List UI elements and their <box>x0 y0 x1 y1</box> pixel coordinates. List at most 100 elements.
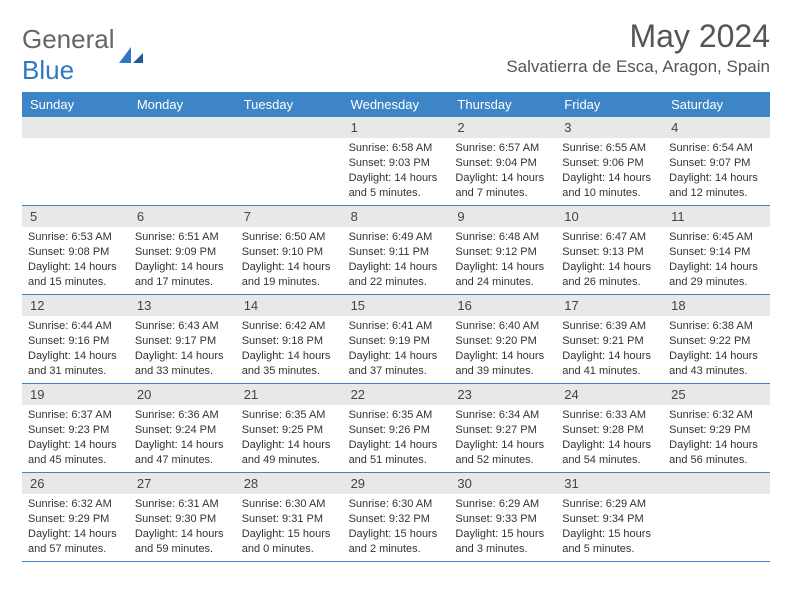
day-details: Sunrise: 6:57 AMSunset: 9:04 PMDaylight:… <box>449 138 556 204</box>
day-details: Sunrise: 6:37 AMSunset: 9:23 PMDaylight:… <box>22 405 129 471</box>
day-number: 31 <box>556 473 663 494</box>
day-cell: 5Sunrise: 6:53 AMSunset: 9:08 PMDaylight… <box>22 206 129 294</box>
day-cell-empty <box>129 117 236 205</box>
day-cell: 2Sunrise: 6:57 AMSunset: 9:04 PMDaylight… <box>449 117 556 205</box>
sunset-text: Sunset: 9:34 PM <box>562 512 657 527</box>
day-details: Sunrise: 6:30 AMSunset: 9:32 PMDaylight:… <box>343 494 450 560</box>
sunset-text: Sunset: 9:22 PM <box>669 334 764 349</box>
sunset-text: Sunset: 9:09 PM <box>135 245 230 260</box>
sunset-text: Sunset: 9:23 PM <box>28 423 123 438</box>
day-details: Sunrise: 6:42 AMSunset: 9:18 PMDaylight:… <box>236 316 343 382</box>
header: General Blue May 2024 Salvatierra de Esc… <box>22 18 770 86</box>
sunset-text: Sunset: 9:25 PM <box>242 423 337 438</box>
sunset-text: Sunset: 9:30 PM <box>135 512 230 527</box>
sunset-text: Sunset: 9:29 PM <box>669 423 764 438</box>
sunset-text: Sunset: 9:26 PM <box>349 423 444 438</box>
day1-text: Daylight: 14 hours <box>135 438 230 453</box>
day-number: 2 <box>449 117 556 138</box>
day-number <box>129 117 236 138</box>
day2-text: and 31 minutes. <box>28 364 123 379</box>
day-details: Sunrise: 6:32 AMSunset: 9:29 PMDaylight:… <box>663 405 770 471</box>
sunrise-text: Sunrise: 6:45 AM <box>669 230 764 245</box>
brand-word2: Blue <box>22 55 74 85</box>
sunset-text: Sunset: 9:06 PM <box>562 156 657 171</box>
title-block: May 2024 Salvatierra de Esca, Aragon, Sp… <box>506 18 770 77</box>
weekday-sunday: Sunday <box>22 92 129 117</box>
day-number: 8 <box>343 206 450 227</box>
sunset-text: Sunset: 9:21 PM <box>562 334 657 349</box>
day2-text: and 56 minutes. <box>669 453 764 468</box>
weekday-saturday: Saturday <box>663 92 770 117</box>
sunset-text: Sunset: 9:04 PM <box>455 156 550 171</box>
day-details: Sunrise: 6:55 AMSunset: 9:06 PMDaylight:… <box>556 138 663 204</box>
sunrise-text: Sunrise: 6:53 AM <box>28 230 123 245</box>
day-number: 3 <box>556 117 663 138</box>
day2-text: and 57 minutes. <box>28 542 123 557</box>
day2-text: and 7 minutes. <box>455 186 550 201</box>
day-details: Sunrise: 6:32 AMSunset: 9:29 PMDaylight:… <box>22 494 129 560</box>
day1-text: Daylight: 14 hours <box>349 171 444 186</box>
day-details: Sunrise: 6:53 AMSunset: 9:08 PMDaylight:… <box>22 227 129 293</box>
sunset-text: Sunset: 9:11 PM <box>349 245 444 260</box>
day-number <box>236 117 343 138</box>
sunrise-text: Sunrise: 6:51 AM <box>135 230 230 245</box>
sunrise-text: Sunrise: 6:35 AM <box>242 408 337 423</box>
day-cell: 22 Sunrise: 6:35 AMSunset: 9:26 PMDayligh… <box>343 384 450 472</box>
sunset-text: Sunset: 9:08 PM <box>28 245 123 260</box>
day-details: Sunrise: 6:43 AMSunset: 9:17 PMDaylight:… <box>129 316 236 382</box>
weekday-thursday: Thursday <box>449 92 556 117</box>
day1-text: Daylight: 14 hours <box>242 260 337 275</box>
brand-logo: General Blue <box>22 18 145 86</box>
day-number: 22 <box>343 384 450 405</box>
sunrise-text: Sunrise: 6:44 AM <box>28 319 123 334</box>
day-details: Sunrise: 6:30 AMSunset: 9:31 PMDaylight:… <box>236 494 343 560</box>
sunset-text: Sunset: 9:18 PM <box>242 334 337 349</box>
day-number: 9 <box>449 206 556 227</box>
day-number: 18 <box>663 295 770 316</box>
day-number: 4 <box>663 117 770 138</box>
day2-text: and 3 minutes. <box>455 542 550 557</box>
day-number: 24 <box>556 384 663 405</box>
sunrise-text: Sunrise: 6:34 AM <box>455 408 550 423</box>
sunrise-text: Sunrise: 6:35 AM <box>349 408 444 423</box>
day1-text: Daylight: 14 hours <box>455 349 550 364</box>
day-details: Sunrise: 6:41 AMSunset: 9:19 PMDaylight:… <box>343 316 450 382</box>
day1-text: Daylight: 14 hours <box>135 527 230 542</box>
day2-text: and 45 minutes. <box>28 453 123 468</box>
day-number: 6 <box>129 206 236 227</box>
sunset-text: Sunset: 9:29 PM <box>28 512 123 527</box>
day-details: Sunrise: 6:45 AMSunset: 9:14 PMDaylight:… <box>663 227 770 293</box>
day1-text: Daylight: 15 hours <box>349 527 444 542</box>
sunrise-text: Sunrise: 6:32 AM <box>669 408 764 423</box>
day-cell-empty <box>663 473 770 561</box>
day-cell: 9Sunrise: 6:48 AMSunset: 9:12 PMDaylight… <box>449 206 556 294</box>
day-cell: 19Sunrise: 6:37 AMSunset: 9:23 PMDayligh… <box>22 384 129 472</box>
sunset-text: Sunset: 9:07 PM <box>669 156 764 171</box>
day-number: 11 <box>663 206 770 227</box>
day-number: 30 <box>449 473 556 494</box>
day-details: Sunrise: 6:31 AMSunset: 9:30 PMDaylight:… <box>129 494 236 560</box>
sunrise-text: Sunrise: 6:32 AM <box>28 497 123 512</box>
day2-text: and 49 minutes. <box>242 453 337 468</box>
day-number: 23 <box>449 384 556 405</box>
day2-text: and 15 minutes. <box>28 275 123 290</box>
day-cell: 25Sunrise: 6:32 AMSunset: 9:29 PMDayligh… <box>663 384 770 472</box>
weekday-header-row: SundayMondayTuesdayWednesdayThursdayFrid… <box>22 92 770 117</box>
sunrise-text: Sunrise: 6:42 AM <box>242 319 337 334</box>
day1-text: Daylight: 14 hours <box>349 438 444 453</box>
day1-text: Daylight: 14 hours <box>349 260 444 275</box>
day2-text: and 26 minutes. <box>562 275 657 290</box>
sunrise-text: Sunrise: 6:40 AM <box>455 319 550 334</box>
brand-text: General Blue <box>22 24 115 86</box>
day-number: 13 <box>129 295 236 316</box>
day-cell: 29Sunrise: 6:30 AMSunset: 9:32 PMDayligh… <box>343 473 450 561</box>
day2-text: and 41 minutes. <box>562 364 657 379</box>
sunrise-text: Sunrise: 6:48 AM <box>455 230 550 245</box>
day-details: Sunrise: 6:47 AMSunset: 9:13 PMDaylight:… <box>556 227 663 293</box>
sunrise-text: Sunrise: 6:41 AM <box>349 319 444 334</box>
sunrise-text: Sunrise: 6:29 AM <box>455 497 550 512</box>
sunset-text: Sunset: 9:10 PM <box>242 245 337 260</box>
day2-text: and 19 minutes. <box>242 275 337 290</box>
day-details: Sunrise: 6:58 AMSunset: 9:03 PMDaylight:… <box>343 138 450 204</box>
sunrise-text: Sunrise: 6:36 AM <box>135 408 230 423</box>
